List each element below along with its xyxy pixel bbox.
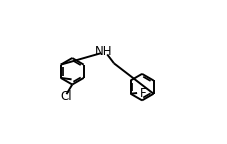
Text: NH: NH	[94, 45, 111, 58]
Text: F: F	[139, 87, 146, 100]
Text: Cl: Cl	[60, 90, 71, 103]
